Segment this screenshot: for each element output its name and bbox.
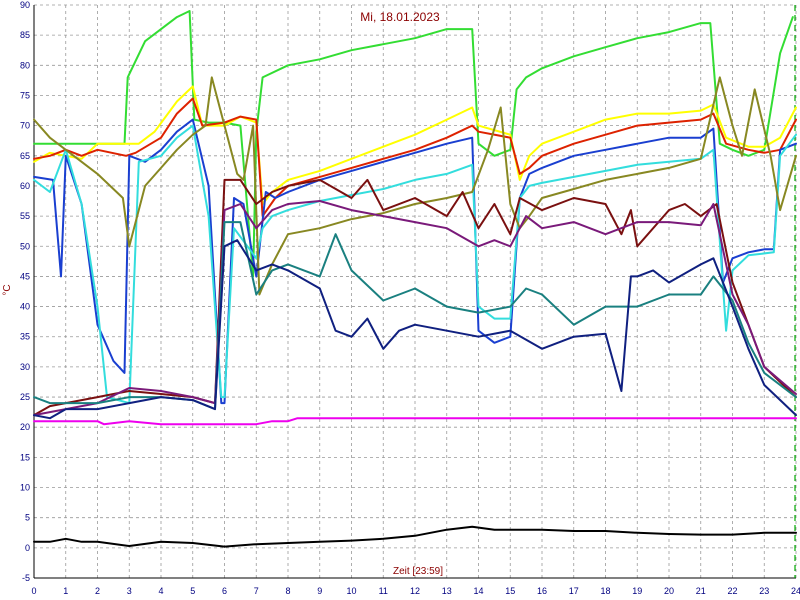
x-tick-label: 8 [285,586,290,596]
x-tick-label: 9 [317,586,322,596]
series-line-1 [33,10,794,278]
y-tick-label: 60 [20,181,30,191]
x-tick-label: 16 [537,586,547,596]
x-tick-label: 24 [791,586,800,596]
y-tick-label: -5 [22,573,30,583]
series-line-8 [33,200,797,417]
x-tick-label: 7 [254,586,259,596]
x-tick-label: 21 [696,586,706,596]
y-tick-label: 45 [20,271,30,281]
y-tick-label: 80 [20,60,30,70]
y-tick-label: 15 [20,452,30,462]
chart-title: Mi, 18.01.2023 [360,10,440,24]
x-tick-label: 11 [379,586,388,596]
x-tick-label: 19 [632,586,642,596]
x-tick-label: 12 [410,586,420,596]
x-tick-label: 6 [222,586,227,596]
series-line-10 [33,239,797,420]
y-tick-label: 85 [20,30,30,40]
y-tick-label: 5 [25,513,30,523]
x-tick-label: 15 [505,586,515,596]
x-tick-label: 1 [63,586,68,596]
y-tick-label: 25 [20,392,30,402]
series-line-2 [33,85,797,205]
x-tick-label: 20 [664,586,674,596]
y-tick-label: 35 [20,332,30,342]
y-tick-label: 30 [20,362,30,372]
y-tick-label: 90 [20,0,30,10]
x-tick-label: 13 [442,586,452,596]
series-line-3 [33,97,797,218]
x-tick-label: 4 [158,586,163,596]
x-tick-label: 0 [31,586,36,596]
x-tick-label: 3 [127,586,132,596]
x-axis-label: Zeit [23:59] [393,566,443,577]
x-tick-label: 17 [569,586,579,596]
x-tick-label: 18 [600,586,610,596]
series-line-6 [33,76,797,296]
x-tick-label: 22 [727,586,737,596]
series-lines [33,10,797,548]
y-tick-label: 75 [20,90,30,100]
x-tick-label: 14 [473,586,483,596]
y-axis-label: °C [2,284,13,295]
x-tick-label: 5 [190,586,195,596]
series-line-11 [33,417,797,426]
y-tick-label: 55 [20,211,30,221]
grid [33,4,797,579]
y-tick-label: 40 [20,302,30,312]
y-tick-label: 20 [20,422,30,432]
series-line-12 [33,525,797,548]
y-tick-label: 10 [20,483,30,493]
y-tick-label: 70 [20,121,30,131]
x-tick-label: 10 [346,586,356,596]
x-tick-label: 2 [95,586,100,596]
y-tick-label: 0 [25,543,30,553]
y-tick-label: 50 [20,241,30,251]
series-line-7 [33,178,797,417]
axes [33,5,796,579]
y-tick-label: 65 [20,151,30,161]
x-tick-label: 23 [759,586,769,596]
